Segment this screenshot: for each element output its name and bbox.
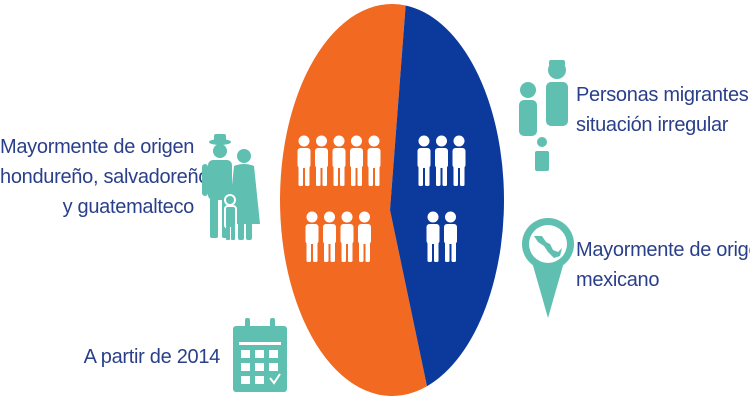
person-icon-blue [452, 135, 466, 186]
family-icon [202, 134, 260, 240]
migrant-group-icon [519, 60, 568, 173]
central-origin-line-3: y guatemalteco [62, 196, 195, 218]
person-icon-orange [323, 211, 336, 262]
irregular-line-1: Personas migrantes en [576, 84, 750, 106]
irregular-line-2: situación irregular [576, 114, 729, 136]
pie-slice-blue [390, 5, 505, 387]
person-icon-blue [426, 211, 440, 262]
person-icon-blue [417, 135, 431, 186]
pie-slice-orange [280, 4, 427, 396]
person-icon-orange [367, 135, 381, 186]
map-pin-mexico-icon [522, 218, 574, 318]
mexican-line-2: mexicano [576, 269, 660, 291]
person-icon-orange [315, 135, 328, 186]
person-icon-orange [297, 135, 311, 186]
person-icon-blue [444, 211, 457, 262]
mexican-line-1: Mayormente de origen [576, 239, 750, 261]
calendar-icon [233, 318, 287, 392]
central-america-origin-label: Mayormente de origen hondureño, salvador… [0, 132, 210, 222]
person-icon-orange [340, 211, 354, 262]
since-2014-label: A partir de 2014 [40, 342, 221, 372]
central-origin-line-2: hondureño, salvadoreño [0, 166, 210, 188]
person-icon-orange [332, 135, 346, 186]
people-icons-blue [417, 135, 466, 262]
person-icon-orange [358, 211, 371, 262]
irregular-situation-label: Personas migrantes en situación irregula… [576, 80, 750, 140]
mexican-origin-label: Mayormente de origen mexicano [576, 235, 750, 295]
people-icons-orange [297, 135, 381, 262]
person-icon-orange [350, 135, 363, 186]
central-origin-line-1: Mayormente de origen [0, 136, 195, 158]
since-2014-text: A partir de 2014 [83, 346, 221, 368]
person-icon-orange [305, 211, 319, 262]
person-icon-blue [435, 135, 448, 186]
